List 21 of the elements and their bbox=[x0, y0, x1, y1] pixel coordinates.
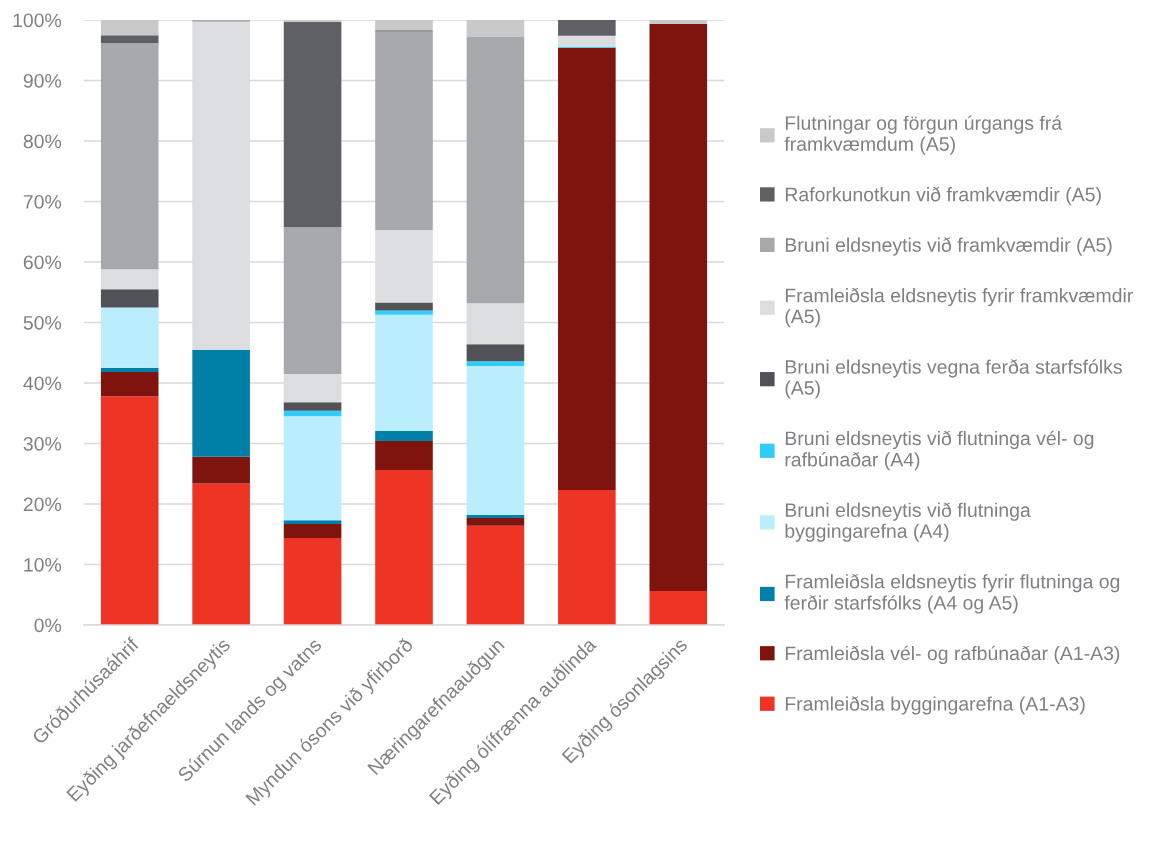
legend-label: Framleiðsla vél- og rafbúnaðar (A1-A3) bbox=[785, 645, 1120, 665]
y-tick-label: 50% bbox=[23, 315, 62, 330]
legend-label: Bruni eldsneytis vegna ferða starfsfólks (A5) bbox=[785, 359, 1122, 399]
legend-label: Raforkunotkun við framkvæmdir (A5) bbox=[785, 186, 1101, 206]
legend-label: Framleiðsla eldsneytis fyrir flutninga og ferðir starfsfólks (A4 og A5) bbox=[784, 573, 1120, 614]
y-tick-label: 90% bbox=[23, 73, 62, 88]
y-tick-label: 40% bbox=[23, 376, 62, 391]
y-tick-label: 20% bbox=[23, 497, 62, 512]
y-tick-label: 60% bbox=[23, 255, 62, 270]
y-tick-label: 70% bbox=[23, 194, 62, 209]
legend-label: Flutningar og förgun úrgangs frá framkvæmdum (A5) bbox=[784, 115, 1063, 155]
y-tick-label: 80% bbox=[23, 134, 62, 149]
y-tick-label: 100% bbox=[13, 13, 62, 28]
y-tick-label: 0% bbox=[34, 618, 62, 633]
y-tick-label: 10% bbox=[24, 557, 62, 572]
y-tick-label: 30% bbox=[23, 436, 62, 451]
legend-label: Bruni eldsneytis við flutninga byggingarefna (A4) bbox=[785, 502, 1031, 542]
legend-label: Bruni eldsneytis við flutninga vél- og rafbúnaðar (A4) bbox=[785, 430, 1094, 471]
legend-label: Framleiðsla eldsneytis fyrir framkvæmdir (A5) bbox=[785, 287, 1133, 328]
legend-label: Bruni eldsneytis við framkvæmdir (A5) bbox=[785, 237, 1112, 256]
legend-label: Framleiðsla byggingarefna (A1-A3) bbox=[785, 696, 1085, 715]
